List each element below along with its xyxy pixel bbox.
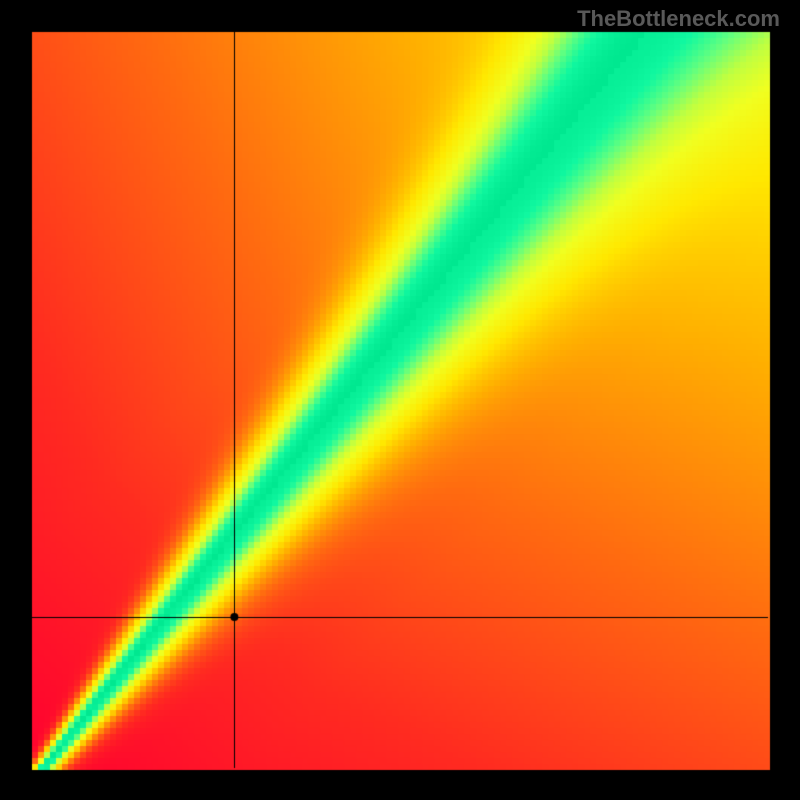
bottleneck-heatmap xyxy=(0,0,800,800)
